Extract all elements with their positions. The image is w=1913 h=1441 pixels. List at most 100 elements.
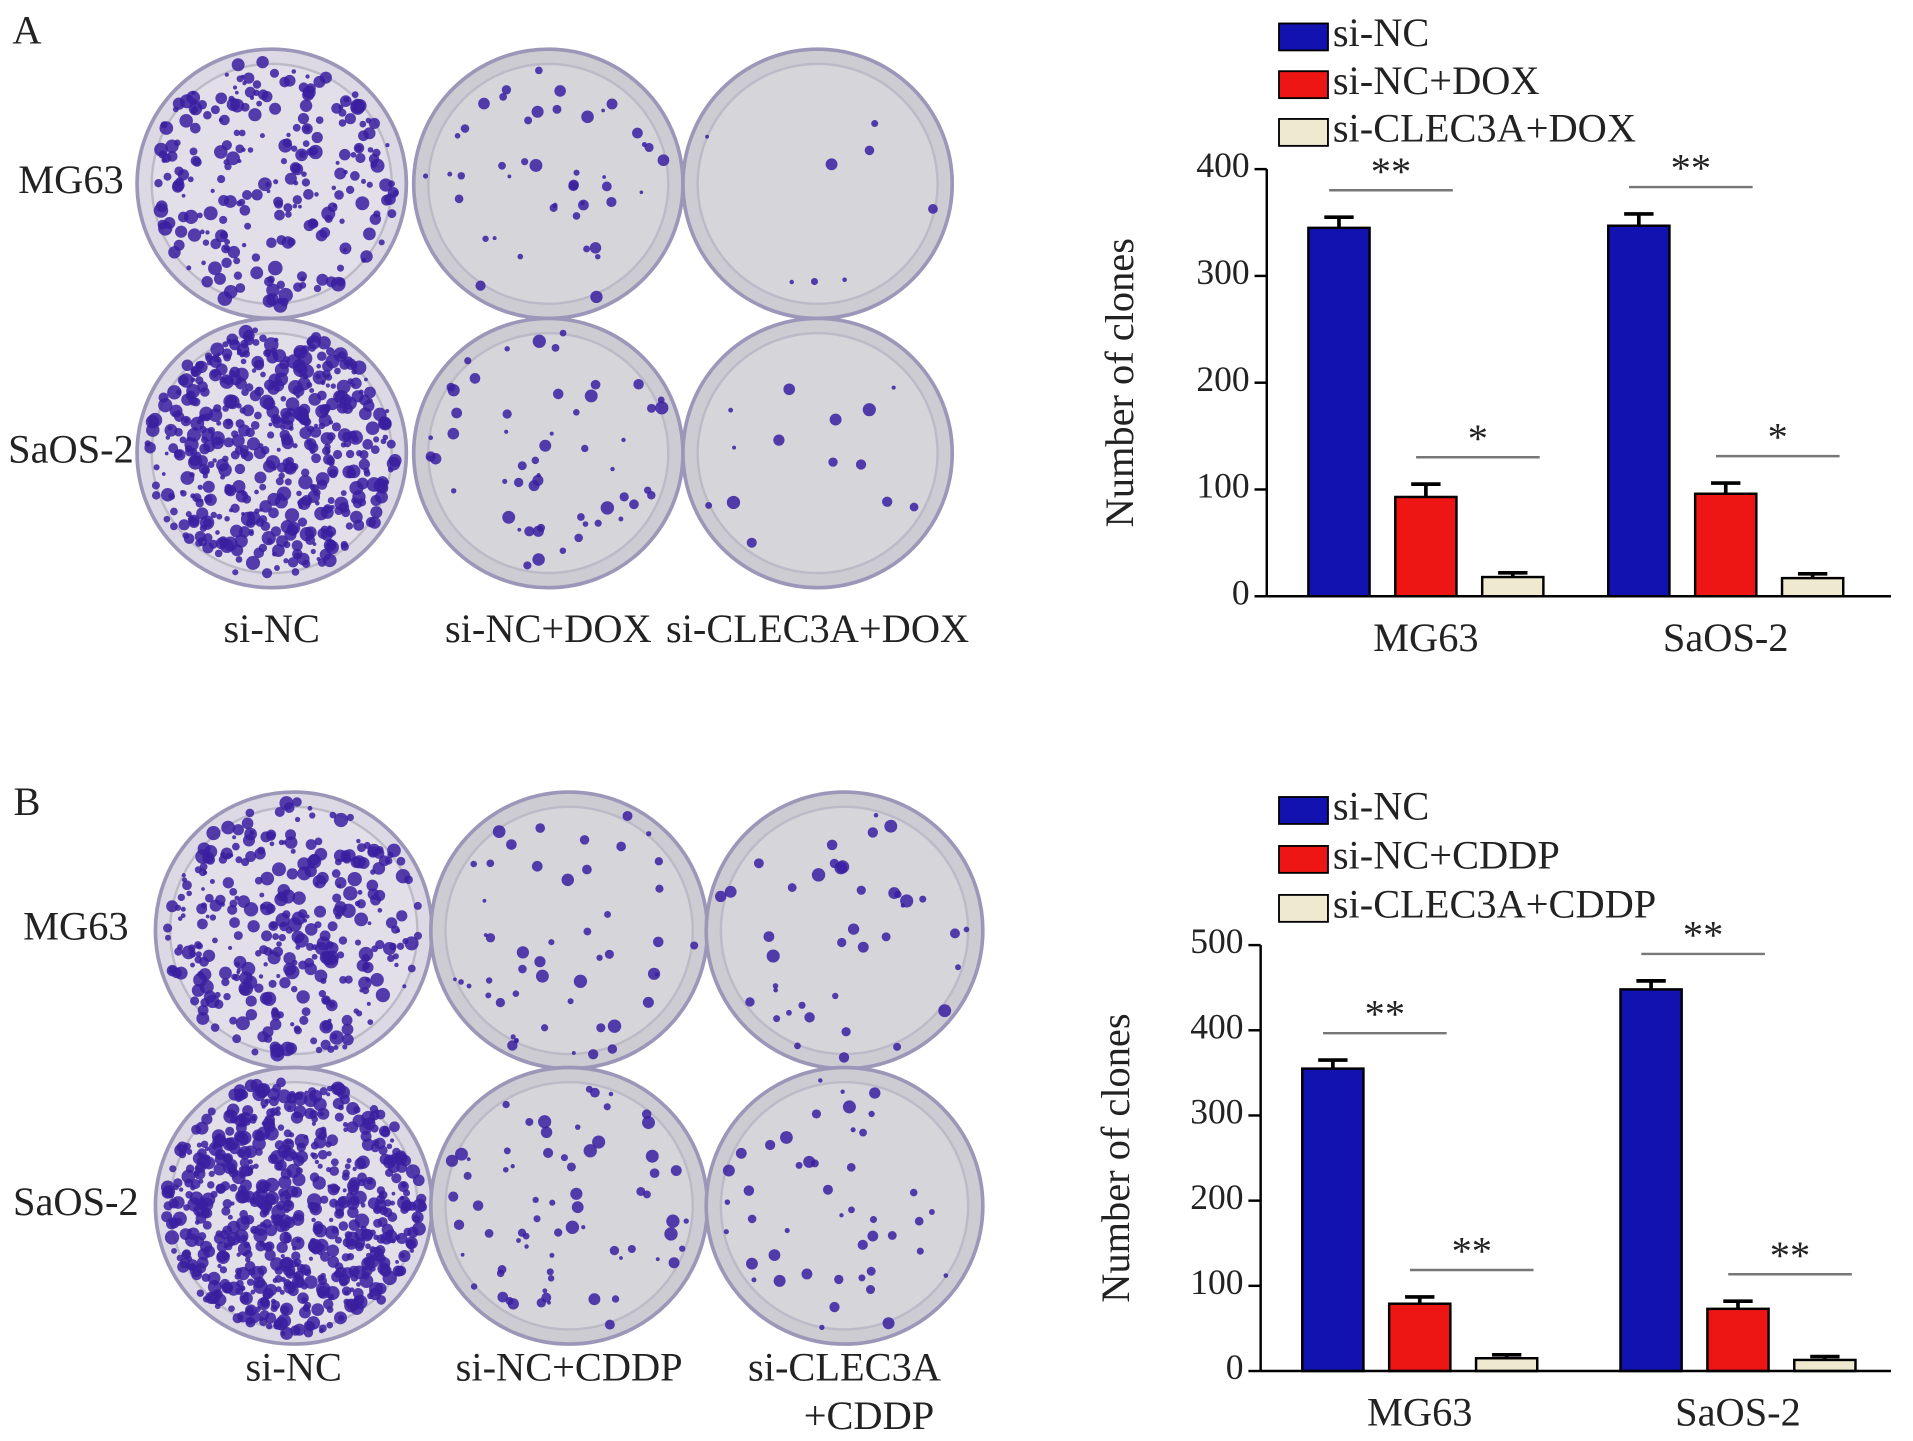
colony — [318, 989, 327, 998]
colony — [579, 835, 590, 845]
colony — [319, 404, 330, 415]
colony — [248, 530, 254, 537]
significance-label: ** — [1770, 1233, 1810, 1278]
colony — [855, 459, 867, 470]
colony — [670, 1165, 682, 1176]
colony — [164, 1230, 180, 1245]
colony — [223, 285, 238, 299]
colony — [278, 472, 285, 479]
colony — [347, 1184, 359, 1196]
colony — [588, 1293, 601, 1306]
colony — [264, 1193, 277, 1205]
colony — [705, 501, 713, 509]
colony — [573, 169, 580, 176]
colony — [217, 175, 226, 184]
colony — [266, 351, 279, 364]
colony — [592, 1135, 606, 1149]
error-bar — [1711, 481, 1741, 494]
colony — [216, 420, 222, 426]
colony — [333, 1044, 339, 1050]
colony — [232, 824, 244, 836]
colony — [241, 147, 246, 152]
colony — [254, 1224, 267, 1236]
colony — [259, 892, 265, 898]
colony — [221, 348, 233, 359]
colony — [228, 95, 235, 102]
y-tick-label: 200 — [1190, 1177, 1243, 1217]
colony — [283, 1234, 292, 1244]
colony — [216, 1133, 222, 1139]
colony — [332, 203, 337, 208]
colony — [331, 869, 341, 878]
colony — [385, 409, 390, 414]
colony — [222, 1251, 230, 1260]
colony — [320, 1126, 327, 1133]
colony — [278, 287, 293, 303]
colony — [250, 1078, 263, 1092]
colony — [341, 1023, 354, 1036]
colony — [319, 227, 331, 238]
colony — [292, 195, 302, 205]
colony — [618, 516, 624, 522]
colony — [286, 868, 299, 880]
legend-swatch — [1278, 893, 1329, 923]
colony — [492, 236, 497, 241]
colony — [389, 1138, 395, 1143]
colony — [517, 461, 527, 471]
colony — [241, 388, 249, 397]
colony — [278, 933, 286, 942]
colony — [334, 1236, 342, 1244]
colony — [607, 1019, 622, 1033]
colony — [643, 1190, 651, 1199]
colony — [190, 962, 195, 968]
colony — [244, 1145, 257, 1158]
colony — [726, 495, 741, 510]
colony — [262, 1117, 275, 1130]
colony — [182, 532, 190, 539]
colony — [254, 386, 264, 397]
colony — [376, 1205, 384, 1213]
colony — [657, 154, 670, 167]
colony — [221, 977, 230, 987]
colony — [241, 817, 254, 830]
colony — [525, 1117, 534, 1126]
colony — [639, 190, 644, 195]
colony — [257, 1265, 268, 1275]
colony — [224, 238, 231, 245]
colony — [166, 900, 179, 913]
colony — [215, 530, 220, 535]
colony — [317, 528, 329, 539]
colony — [293, 1105, 307, 1118]
colony — [829, 858, 839, 869]
colony — [891, 385, 896, 390]
colony — [225, 394, 240, 410]
colony — [269, 921, 277, 929]
colony — [268, 1096, 279, 1107]
colony — [263, 962, 268, 967]
plate-inner — [444, 805, 694, 1056]
colony — [213, 1233, 225, 1245]
colony — [291, 1251, 301, 1261]
colony — [351, 368, 358, 375]
colony — [375, 1245, 386, 1256]
colony — [387, 954, 395, 963]
colony — [267, 951, 281, 965]
significance-label: ** — [1683, 913, 1723, 958]
colony — [356, 959, 369, 972]
colony — [422, 173, 429, 179]
colony — [244, 1304, 257, 1317]
colony — [301, 468, 310, 477]
colony — [864, 145, 875, 156]
colony — [450, 488, 457, 494]
colony — [828, 457, 838, 467]
colony — [846, 1162, 856, 1172]
legend-swatch — [1278, 22, 1329, 52]
colony — [374, 1137, 386, 1150]
colony — [252, 339, 260, 346]
colony — [232, 1313, 243, 1324]
colony — [513, 477, 524, 488]
colony — [301, 1007, 311, 1017]
colony — [504, 346, 510, 352]
colony — [331, 1033, 338, 1040]
colony — [293, 1025, 301, 1033]
